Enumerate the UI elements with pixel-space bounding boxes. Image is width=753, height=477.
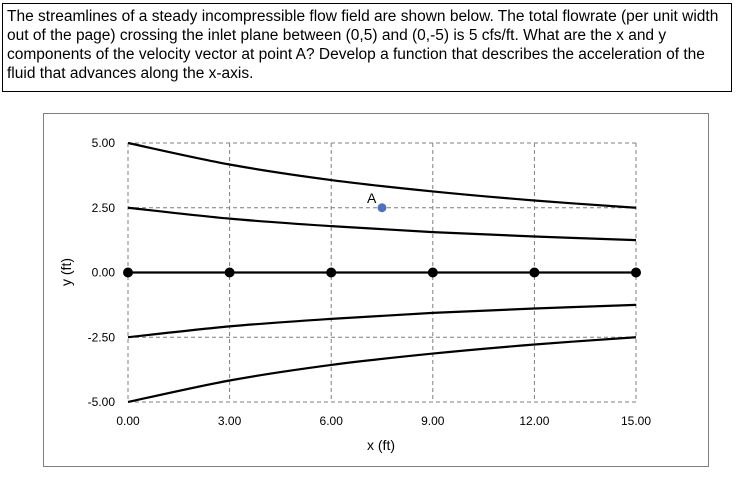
- streamline-3: [127, 303, 637, 339]
- data-point: [631, 267, 641, 278]
- streamline-1: [127, 206, 637, 242]
- data-point: [326, 267, 337, 278]
- point-a-marker: [377, 203, 387, 213]
- y-tick-label: -5.00: [88, 395, 116, 409]
- y-tick-label: 0.00: [92, 266, 116, 280]
- x-tick-label: 0.00: [116, 414, 140, 428]
- point-a-label: A: [367, 190, 377, 206]
- tick-layer: 0.00 3.00 6.00 9.00 12.00 15.00 5.00 2.50 0.00 -2…: [88, 136, 652, 428]
- streamline-chart: 0.00 3.00 6.00 9.00 12.00 15.00 5.00 2.50 0.00 -2…: [58, 136, 652, 453]
- y-axis-label: y (ft): [58, 258, 74, 286]
- series-layer: [127, 141, 637, 404]
- y-tick-label: 5.00: [92, 136, 116, 150]
- x-tick-label: 15.00: [621, 414, 651, 428]
- y-tick-label: 2.50: [92, 201, 116, 215]
- x-tick-label: 6.00: [320, 414, 344, 428]
- streamline-4: [127, 336, 637, 404]
- x-tick-label: 3.00: [218, 414, 242, 428]
- x-axis-label: x (ft): [367, 437, 395, 453]
- data-point: [529, 267, 540, 278]
- x-tick-label: 12.00: [519, 414, 549, 428]
- data-point: [427, 267, 438, 278]
- data-point: [224, 267, 235, 278]
- annotation-layer: A: [367, 190, 387, 213]
- marker-layer: [123, 267, 641, 278]
- chart-frame: 0.00 3.00 6.00 9.00 12.00 15.00 5.00 2.50 0.00 -2…: [43, 113, 709, 467]
- streamline-0: [127, 141, 637, 209]
- x-tick-label: 9.00: [421, 414, 445, 428]
- y-tick-label: -2.50: [88, 330, 116, 344]
- data-point: [123, 267, 133, 278]
- problem-statement: The streamlines of a steady incompressib…: [2, 3, 732, 92]
